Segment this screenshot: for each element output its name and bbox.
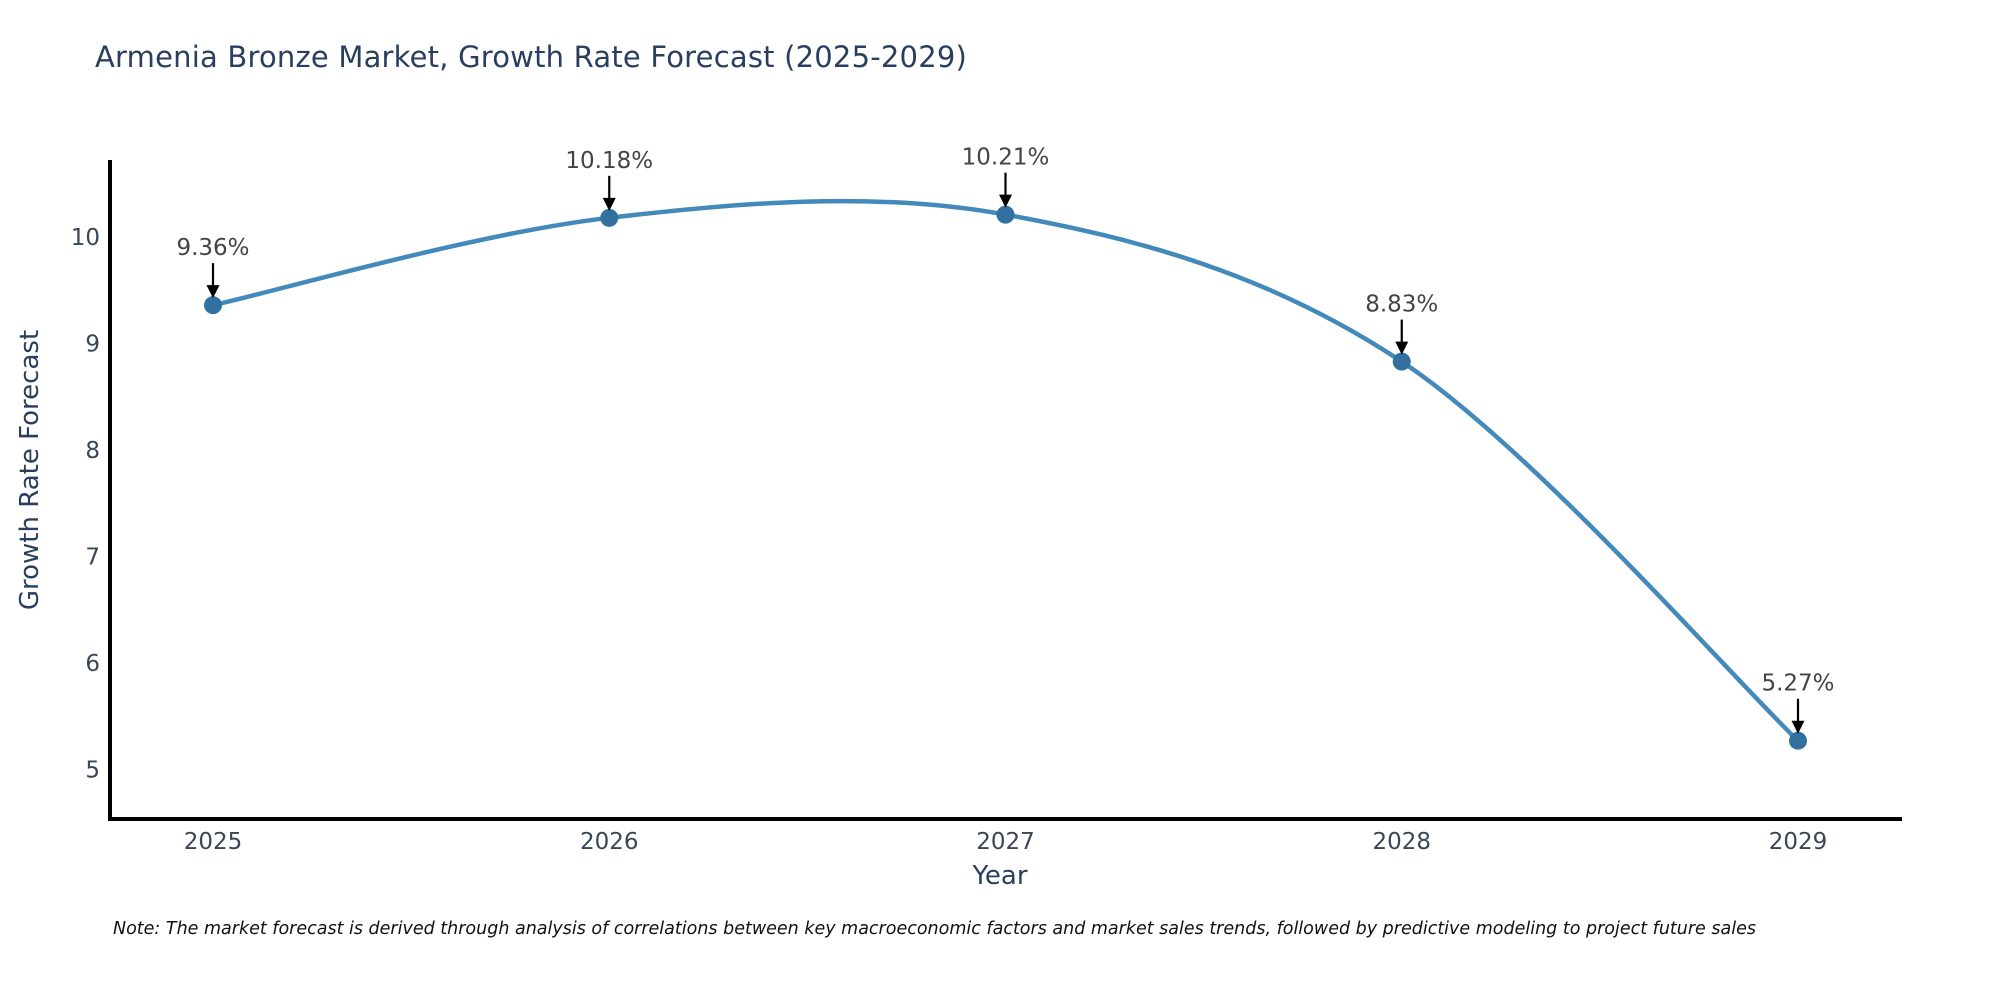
y-tick-label: 5 — [85, 758, 100, 784]
data-point-label: 10.21% — [962, 145, 1050, 171]
y-tick-label: 6 — [85, 651, 100, 677]
data-point-marker[interactable] — [204, 296, 222, 315]
chart-footnote: Note: The market forecast is derived thr… — [113, 919, 1756, 939]
x-tick-label: 2029 — [1769, 829, 1828, 855]
data-point-label: 10.18% — [565, 148, 653, 174]
annotation-arrowhead — [999, 194, 1012, 208]
annotation-arrowhead — [1791, 720, 1805, 734]
data-point-marker[interactable] — [1392, 352, 1411, 371]
x-tick-label: 2025 — [184, 829, 243, 855]
x-tick-label: 2026 — [580, 829, 639, 855]
data-point-label: 8.83% — [1365, 292, 1438, 318]
y-tick-label: 10 — [71, 225, 100, 251]
annotation-arrowhead — [602, 197, 616, 211]
forecast-line — [210, 198, 1801, 743]
x-tick-label: 2027 — [976, 829, 1035, 855]
x-axis-title: Year — [972, 861, 1028, 891]
annotation-arrowhead — [206, 285, 220, 299]
annotation-arrowhead — [1395, 341, 1409, 355]
data-point-marker[interactable] — [600, 208, 619, 227]
y-tick-label: 9 — [85, 332, 100, 358]
chart-title: Armenia Bronze Market, Growth Rate Forec… — [95, 40, 968, 74]
x-tick-label: 2028 — [1372, 829, 1431, 855]
y-tick-label: 7 — [85, 545, 100, 571]
data-point-marker[interactable] — [996, 205, 1015, 224]
data-point-label: 5.27% — [1761, 671, 1834, 697]
data-point-marker[interactable] — [1789, 731, 1807, 750]
data-point-label: 9.36% — [176, 235, 249, 261]
y-tick-label: 8 — [85, 438, 100, 464]
